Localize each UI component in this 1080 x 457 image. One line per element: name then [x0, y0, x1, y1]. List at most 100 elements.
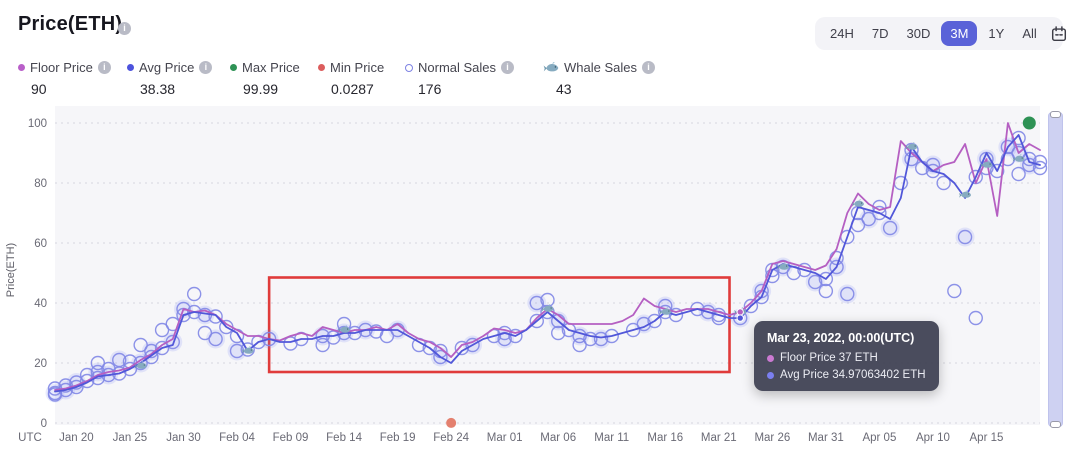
- y-axis-tick: 40: [34, 298, 47, 310]
- normal-sale-point: [79, 373, 95, 389]
- normal-sale-point: [208, 331, 223, 347]
- x-axis-tick: Apr 10: [916, 432, 950, 444]
- series-dot-icon: [767, 371, 774, 379]
- normal-sale-point: [1011, 130, 1026, 146]
- y-axis-tick: 100: [28, 118, 47, 130]
- normal-sale-point: [1022, 157, 1037, 173]
- legend-item-normal-sales[interactable]: Normal Sales i 176: [405, 60, 515, 97]
- normal-sale-point: [1032, 154, 1048, 170]
- normal-sale-point: [807, 274, 823, 290]
- normal-sale-point: [947, 283, 962, 299]
- series-dot-icon: [127, 64, 134, 71]
- legend-label: Whale Sales: [564, 60, 637, 75]
- x-axis-tick: Jan 20: [59, 432, 94, 444]
- slider-handle-bottom[interactable]: [1050, 421, 1061, 428]
- normal-sale-point: [700, 304, 716, 320]
- legend-item-floor-price[interactable]: Floor Price i 90: [18, 60, 111, 97]
- x-axis-tick: Jan 30: [166, 432, 201, 444]
- x-axis-tick: Jan 25: [113, 432, 148, 444]
- legend-item-whale-sales[interactable]: Whale Sales i 43: [543, 60, 655, 97]
- normal-sale-point: [529, 295, 544, 311]
- normal-sale-point: [572, 328, 587, 344]
- normal-sale-point: [872, 205, 887, 221]
- normal-sale-point: [497, 325, 512, 341]
- legend-label: Normal Sales: [418, 60, 497, 75]
- normal-sale-point: [165, 316, 180, 332]
- legend-value: 176: [418, 81, 442, 97]
- range-button-7d[interactable]: 7D: [871, 26, 889, 41]
- legend-item-min-price[interactable]: Min Price 0.0287: [318, 60, 384, 97]
- y-axis-title: Price(ETH): [5, 243, 17, 297]
- normal-sale-point: [647, 313, 662, 329]
- hollow-circle-icon: [405, 63, 413, 72]
- legend-label: Min Price: [330, 60, 385, 75]
- y-axis-tick: 60: [34, 238, 47, 250]
- active-avg-point: [736, 314, 744, 322]
- series-dot-icon: [318, 64, 325, 71]
- range-button-3m[interactable]: 3M: [941, 21, 978, 46]
- normal-sale-point: [957, 229, 973, 245]
- normal-sale-point: [208, 309, 223, 324]
- x-axis-tick: Feb 04: [219, 432, 255, 444]
- normal-sale-point: [186, 286, 202, 302]
- info-icon[interactable]: i: [641, 61, 655, 74]
- normal-sale-point: [58, 378, 73, 393]
- range-button-1y[interactable]: 1Y: [988, 26, 1005, 41]
- range-button-all[interactable]: All: [1022, 26, 1037, 41]
- legend-value: 43: [556, 81, 572, 97]
- normal-sale-point: [968, 310, 983, 326]
- normal-sale-point: [818, 283, 834, 299]
- normal-sale-point: [186, 304, 202, 320]
- normal-sale-point: [133, 355, 148, 371]
- tooltip-date: Mar 23, 2022, 00:00(UTC): [767, 331, 915, 345]
- normal-sale-point: [989, 163, 1005, 179]
- legend-item-max-price[interactable]: Max Price 99.99: [230, 60, 300, 97]
- x-axis-tick: Feb 14: [326, 432, 362, 444]
- page-title: Price(ETH): [18, 13, 123, 35]
- x-axis-utc-label: UTC: [18, 432, 42, 444]
- tooltip-row: Avg Price 34.97063402 ETH: [767, 369, 926, 381]
- x-axis-tick: Mar 16: [647, 432, 683, 444]
- normal-sale-point: [625, 322, 641, 338]
- info-icon[interactable]: i: [199, 61, 213, 74]
- normal-sale-point: [936, 175, 951, 191]
- normal-sale-point: [797, 262, 812, 278]
- x-axis-tick: Mar 21: [701, 432, 737, 444]
- legend-label: Avg Price: [139, 60, 195, 75]
- calendar-icon: [1051, 25, 1066, 41]
- normal-sale-point: [904, 142, 919, 158]
- x-axis-tick: Mar 11: [594, 432, 629, 444]
- normal-sale-point: [1000, 139, 1016, 155]
- normal-sale-point: [1032, 160, 1048, 176]
- legend-value: 99.99: [243, 81, 279, 97]
- normal-sale-point: [154, 322, 170, 338]
- normal-sale-point: [925, 163, 941, 179]
- data-zoom-slider[interactable]: [1048, 111, 1063, 428]
- info-icon[interactable]: i: [118, 22, 131, 35]
- normal-sale-point: [829, 259, 844, 275]
- slider-handle-top[interactable]: [1050, 111, 1061, 118]
- info-icon[interactable]: i: [501, 61, 515, 74]
- series-dot-icon: [18, 64, 25, 71]
- normal-sale-point: [551, 325, 566, 341]
- normal-sale-point: [583, 331, 598, 347]
- time-range-selector: 24H 7D 30D 3M 1Y All: [815, 17, 1066, 50]
- legend-label: Max Price: [242, 60, 300, 75]
- normal-sale-point: [90, 355, 106, 371]
- normal-sale-point: [90, 364, 106, 380]
- min-price-marker: [446, 417, 457, 428]
- calendar-button[interactable]: [1050, 25, 1068, 43]
- x-axis-tick: Apr 05: [862, 432, 896, 444]
- info-icon[interactable]: i: [97, 61, 111, 74]
- normal-sale-point: [529, 313, 544, 329]
- x-axis-tick: Feb 09: [273, 432, 309, 444]
- normal-sale-point: [658, 304, 673, 320]
- range-button-30d[interactable]: 30D: [906, 26, 931, 41]
- legend-item-avg-price[interactable]: Avg Price i 38.38: [127, 60, 213, 97]
- normal-sale-point: [840, 286, 855, 302]
- range-button-24h[interactable]: 24H: [830, 26, 854, 41]
- series-dot-icon: [767, 354, 774, 362]
- normal-sale-point: [508, 328, 523, 344]
- y-axis-tick: 80: [34, 178, 47, 190]
